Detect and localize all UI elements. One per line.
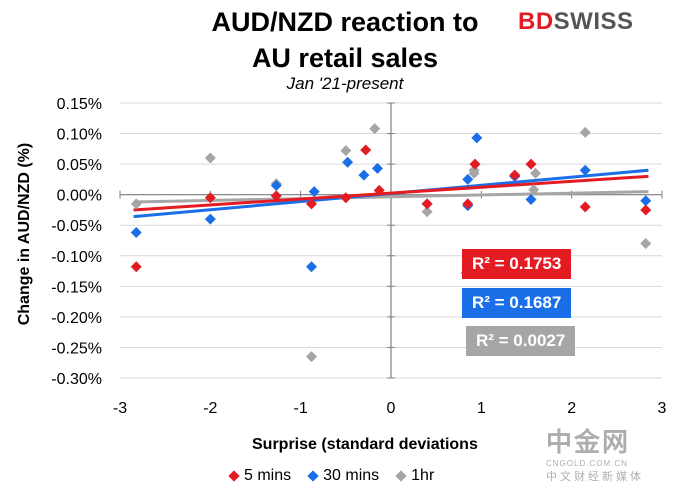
logo-bd: BD (518, 8, 554, 35)
data-point (358, 169, 370, 181)
y-tick-label: 0.15% (57, 96, 102, 113)
data-point (270, 180, 282, 191)
legend-label: 5 mins (244, 467, 292, 484)
chart-title-line-1: AUD/NZD reaction to (211, 7, 479, 37)
data-point (528, 184, 540, 196)
data-point (421, 206, 433, 218)
data-point (306, 261, 318, 273)
x-tick-label: 1 (477, 400, 486, 417)
x-axis-label: Surprise (standard deviations (252, 436, 478, 453)
r2-label-1hr: R² = 0.0027 (466, 326, 576, 356)
x-tick-label: 3 (658, 400, 667, 417)
legend-diamond-icon (228, 470, 240, 482)
r2-label-5min: R² = 0.1753 (462, 249, 572, 279)
y-tick-label: -0.15% (51, 279, 102, 296)
x-tick-label: -1 (294, 400, 308, 417)
data-point (130, 227, 142, 239)
legend-item-30min: 30 mins (307, 467, 380, 485)
data-point (421, 198, 433, 210)
legend-label: 1hr (411, 467, 435, 484)
trendline-1hr (133, 190, 649, 204)
legend-diamond-icon (395, 470, 407, 482)
x-tick-label: 0 (387, 400, 396, 417)
data-point (204, 213, 216, 225)
data-point (130, 261, 142, 273)
data-point (342, 156, 354, 168)
chart-title-line-2: AU retail sales (251, 43, 439, 73)
data-point (340, 145, 352, 157)
y-tick-label: 0.00% (57, 188, 102, 205)
data-point (640, 238, 652, 250)
data-point (525, 194, 537, 206)
y-tick-label: -0.30% (51, 371, 102, 388)
data-point (579, 126, 591, 138)
legend-item-1hr: 1hr (395, 467, 435, 485)
data-point (204, 192, 216, 204)
data-point (340, 192, 352, 204)
bdswiss-logo: BDSWISS (518, 8, 634, 36)
watermark-sub: 中文财经新媒体 (546, 471, 644, 483)
data-point (360, 144, 372, 156)
y-tick-label: 0.05% (57, 157, 102, 174)
legend-item-5min: 5 mins (228, 467, 292, 485)
data-point (530, 167, 542, 179)
data-point (308, 186, 320, 198)
trendline-5-mins (133, 174, 649, 212)
data-point (469, 158, 481, 170)
watermark-domain: CNGOLD.COM.CN (546, 459, 628, 468)
data-point (640, 204, 652, 216)
data-point (471, 132, 483, 144)
data-point (371, 162, 383, 174)
data-point (640, 195, 652, 207)
legend-diamond-icon (307, 470, 319, 482)
data-point (462, 173, 474, 185)
data-point (462, 198, 474, 210)
y-tick-label: -0.25% (51, 340, 102, 357)
chart-subtitle: Jan '21-present (286, 74, 404, 93)
chart-title: AUD/NZD reaction to AU retail sales (150, 4, 540, 76)
data-point (579, 201, 591, 213)
chart-points (130, 123, 652, 363)
data-point (509, 169, 521, 181)
chart-legend: 5 mins 30 mins 1hr (228, 467, 435, 485)
x-tick-label: 2 (567, 400, 576, 417)
data-point (369, 123, 381, 135)
data-point (306, 198, 318, 210)
watermark-cn: 中金网 (546, 427, 631, 457)
chart-axes (119, 102, 663, 379)
watermark: 中金网 CNGOLD.COM.CN 中文财经新媒体 (546, 422, 644, 484)
data-point (373, 184, 385, 196)
y-tick-label: -0.05% (51, 218, 102, 235)
y-tick-label: -0.20% (51, 310, 102, 327)
chart-tick-labels: 0.15% 0.10% 0.05% 0.00% -0.05% -0.10% -0.15% -0… (51, 96, 666, 417)
data-point (204, 152, 216, 164)
x-tick-label: -3 (113, 400, 127, 417)
data-point (130, 198, 142, 210)
data-point (306, 351, 318, 363)
y-tick-label: 0.10% (57, 127, 102, 144)
y-tick-label: -0.10% (51, 249, 102, 266)
legend-label: 30 mins (323, 467, 380, 484)
y-axis-label: Change in AUD/NZD (%) (16, 142, 33, 326)
chart-trendlines (133, 168, 649, 219)
data-point (579, 164, 591, 176)
x-tick-label: -2 (203, 400, 217, 417)
data-point (270, 190, 282, 202)
logo-swiss: SWISS (553, 8, 634, 35)
r2-label-30min: R² = 0.1687 (462, 288, 572, 318)
data-point (525, 158, 537, 170)
